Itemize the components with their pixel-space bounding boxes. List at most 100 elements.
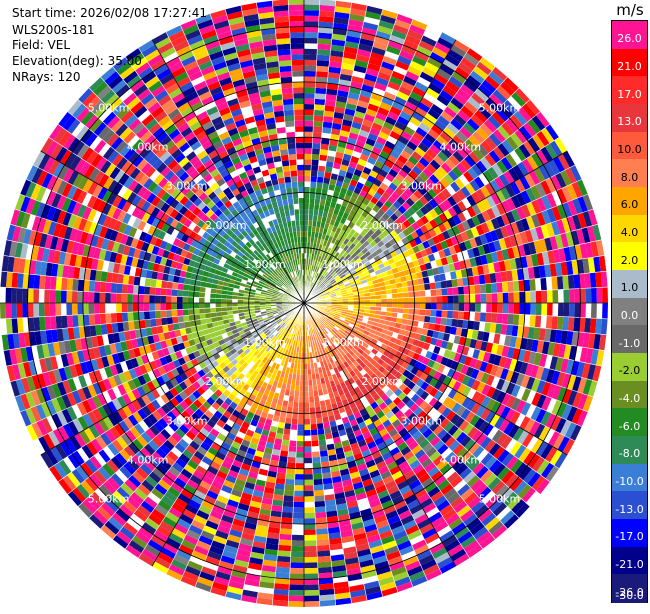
velocity-gate [430, 289, 436, 296]
velocity-gate [284, 423, 291, 429]
velocity-gate [304, 38, 318, 44]
velocity-gate [442, 296, 448, 304]
velocity-gate [304, 513, 315, 519]
velocity-gate [503, 292, 509, 303]
velocity-gate [291, 551, 304, 557]
velocity-gate [161, 310, 167, 318]
velocity-gate [313, 121, 323, 127]
velocity-gate [493, 333, 500, 344]
velocity-gate [304, 21, 319, 27]
velocity-gate [45, 276, 52, 290]
velocity-gate [304, 447, 312, 453]
velocity-gate [127, 285, 133, 295]
velocity-gate [291, 418, 298, 424]
velocity-gate [172, 282, 178, 290]
velocity-gate [521, 388, 531, 402]
velocity-gate [291, 424, 298, 430]
velocity-gate [294, 496, 304, 502]
velocity-gate [318, 567, 332, 574]
velocity-gate [304, 380, 308, 386]
velocity-gate [22, 303, 28, 318]
velocity-gate [289, 579, 304, 585]
velocity-gate [285, 479, 295, 485]
velocity-gate [122, 284, 128, 294]
velocity-gate [497, 293, 503, 303]
velocity-gate [316, 60, 329, 67]
velocity-gate [277, 550, 291, 557]
velocity-gate [304, 458, 312, 464]
velocity-gate [167, 317, 173, 325]
velocity-gate [424, 283, 430, 290]
velocity-gate [452, 287, 458, 295]
velocity-gate [435, 281, 441, 289]
velocity-gate [398, 303, 404, 308]
velocity-gate [448, 303, 454, 311]
velocity-gate [183, 309, 189, 316]
velocity-gate [293, 402, 299, 408]
velocity-gate [459, 295, 465, 303]
velocity-gate [311, 435, 319, 441]
velocity-gate [94, 303, 100, 314]
velocity-gate [289, 585, 304, 591]
velocity-gate [310, 182, 317, 188]
velocity-gate [61, 278, 68, 291]
velocity-gate [283, 501, 294, 507]
velocity-gate [149, 303, 155, 311]
velocity-gate [447, 287, 453, 295]
velocity-gate [304, 375, 308, 381]
velocity-gate [314, 104, 325, 110]
velocity-gate [28, 289, 34, 304]
velocity-gate [39, 275, 46, 289]
velocity-gate [45, 316, 52, 330]
velocity-gate [474, 285, 480, 295]
velocity-gate [50, 303, 56, 316]
velocity-gate [304, 491, 314, 497]
velocity-gate [127, 303, 133, 312]
velocity-gate [177, 303, 183, 310]
velocity-gate [430, 310, 436, 317]
velocity-gate [116, 293, 122, 303]
velocity-gate [419, 315, 425, 322]
velocity-gate [457, 278, 464, 287]
velocity-gate [304, 10, 319, 16]
velocity-gate [586, 288, 592, 303]
velocity-gate [166, 303, 172, 310]
velocity-gate [414, 303, 420, 309]
velocity-gate [297, 436, 304, 442]
velocity-gate [403, 292, 409, 298]
velocity-gate [105, 282, 111, 293]
velocity-gate [304, 16, 319, 22]
velocity-gate [100, 282, 106, 293]
velocity-gate [317, 49, 331, 56]
velocity-gate [55, 290, 61, 303]
velocity-gate [172, 310, 178, 317]
velocity-gate [317, 423, 324, 429]
velocity-gate [580, 303, 586, 318]
velocity-gate [497, 303, 503, 313]
velocity-gate [473, 321, 480, 331]
velocity-gate [492, 303, 498, 313]
velocity-gate [392, 308, 398, 313]
velocity-gate [116, 283, 122, 293]
velocity-gate [304, 54, 317, 60]
velocity-gate [279, 456, 288, 463]
velocity-gate [419, 290, 425, 297]
velocity-gate [299, 386, 304, 392]
velocity-gate [551, 276, 558, 290]
velocity-gate [50, 276, 57, 290]
velocity-gate [431, 303, 437, 310]
velocity-gate [304, 524, 316, 530]
velocity-gate [475, 294, 481, 303]
velocity-gate [563, 289, 569, 303]
velocity-gate [66, 303, 72, 315]
velocity-gate [312, 451, 320, 457]
velocity-gate [277, 556, 291, 563]
velocity-gate [39, 317, 46, 331]
velocity-gate [284, 490, 294, 496]
velocity-gate [563, 303, 569, 317]
velocity-gate [591, 288, 597, 303]
velocity-gate [436, 310, 442, 318]
velocity-gate [166, 310, 172, 318]
velocity-gate [304, 507, 315, 513]
velocity-gate [304, 469, 313, 475]
